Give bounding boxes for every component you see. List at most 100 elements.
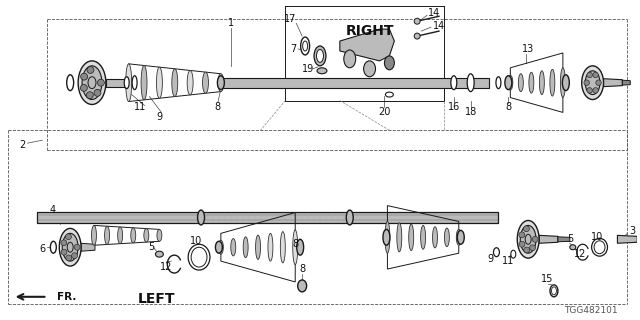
Ellipse shape — [198, 210, 205, 225]
Text: 11: 11 — [502, 256, 515, 266]
Ellipse shape — [231, 239, 236, 256]
Text: 1: 1 — [228, 18, 234, 28]
Text: 8: 8 — [299, 264, 305, 274]
Text: 8: 8 — [215, 102, 221, 112]
Ellipse shape — [529, 72, 534, 93]
Ellipse shape — [317, 68, 327, 74]
Text: TGG482101: TGG482101 — [564, 306, 618, 315]
Ellipse shape — [78, 61, 106, 105]
Text: 3: 3 — [629, 226, 636, 236]
Circle shape — [87, 67, 94, 74]
Ellipse shape — [216, 241, 222, 253]
Ellipse shape — [298, 280, 307, 292]
Text: 20: 20 — [378, 108, 390, 117]
Circle shape — [587, 88, 593, 93]
Ellipse shape — [570, 245, 576, 250]
Ellipse shape — [255, 235, 260, 260]
Text: 12: 12 — [573, 249, 586, 259]
Ellipse shape — [51, 241, 56, 253]
Ellipse shape — [594, 241, 605, 254]
Ellipse shape — [157, 229, 162, 241]
Bar — [221, 78, 488, 88]
Circle shape — [66, 255, 72, 261]
Ellipse shape — [118, 227, 123, 244]
Ellipse shape — [550, 69, 555, 96]
Ellipse shape — [243, 237, 248, 258]
Text: 8: 8 — [292, 239, 298, 249]
Ellipse shape — [141, 66, 147, 100]
Ellipse shape — [582, 66, 604, 100]
Polygon shape — [604, 79, 622, 87]
Ellipse shape — [511, 250, 516, 258]
Text: 9: 9 — [488, 254, 493, 264]
Ellipse shape — [540, 71, 545, 95]
Ellipse shape — [397, 223, 402, 252]
Ellipse shape — [268, 233, 273, 261]
Text: 13: 13 — [522, 44, 534, 54]
Ellipse shape — [92, 225, 97, 245]
Text: 10: 10 — [190, 236, 202, 246]
Circle shape — [519, 241, 525, 247]
Text: 5: 5 — [566, 234, 573, 244]
Ellipse shape — [444, 228, 449, 247]
Text: 18: 18 — [465, 108, 477, 117]
Polygon shape — [539, 235, 558, 243]
Ellipse shape — [218, 74, 224, 92]
Ellipse shape — [218, 76, 225, 90]
Circle shape — [61, 249, 67, 255]
Ellipse shape — [563, 75, 570, 91]
Ellipse shape — [314, 46, 326, 66]
Ellipse shape — [493, 248, 499, 257]
Ellipse shape — [525, 234, 531, 244]
Ellipse shape — [433, 227, 438, 248]
Ellipse shape — [364, 61, 376, 77]
Circle shape — [414, 18, 420, 24]
Ellipse shape — [62, 233, 78, 261]
Ellipse shape — [496, 77, 501, 89]
Ellipse shape — [301, 37, 310, 55]
Ellipse shape — [104, 226, 109, 244]
Circle shape — [94, 89, 101, 96]
Text: 17: 17 — [284, 14, 296, 24]
Text: 2: 2 — [19, 140, 26, 150]
Ellipse shape — [550, 285, 558, 297]
Circle shape — [61, 240, 67, 246]
Ellipse shape — [552, 287, 556, 295]
Ellipse shape — [451, 76, 457, 90]
Text: 15: 15 — [541, 274, 553, 284]
Polygon shape — [558, 237, 570, 242]
Ellipse shape — [82, 66, 102, 100]
Ellipse shape — [385, 221, 390, 253]
Ellipse shape — [125, 64, 132, 101]
Text: 14: 14 — [428, 8, 440, 18]
Ellipse shape — [67, 75, 74, 91]
Ellipse shape — [191, 247, 207, 267]
Circle shape — [584, 80, 589, 85]
Ellipse shape — [518, 74, 524, 92]
Ellipse shape — [385, 56, 394, 70]
Ellipse shape — [385, 92, 394, 97]
Text: 7: 7 — [290, 44, 296, 54]
Circle shape — [524, 247, 530, 253]
Ellipse shape — [520, 225, 536, 253]
Ellipse shape — [292, 230, 298, 265]
Polygon shape — [622, 80, 630, 85]
Ellipse shape — [505, 76, 512, 90]
Polygon shape — [106, 79, 127, 87]
Circle shape — [593, 72, 598, 78]
Text: 5: 5 — [148, 242, 155, 252]
Ellipse shape — [67, 242, 73, 252]
Text: 11: 11 — [134, 102, 146, 112]
Circle shape — [524, 226, 529, 232]
Ellipse shape — [346, 210, 353, 225]
Ellipse shape — [561, 68, 565, 98]
Circle shape — [74, 244, 80, 250]
Bar — [38, 212, 499, 223]
Text: 4: 4 — [49, 204, 56, 215]
Text: FR.: FR. — [58, 292, 77, 302]
Text: 9: 9 — [156, 112, 163, 122]
Ellipse shape — [517, 220, 539, 258]
Polygon shape — [340, 29, 394, 61]
Ellipse shape — [88, 77, 96, 89]
Ellipse shape — [508, 75, 513, 90]
